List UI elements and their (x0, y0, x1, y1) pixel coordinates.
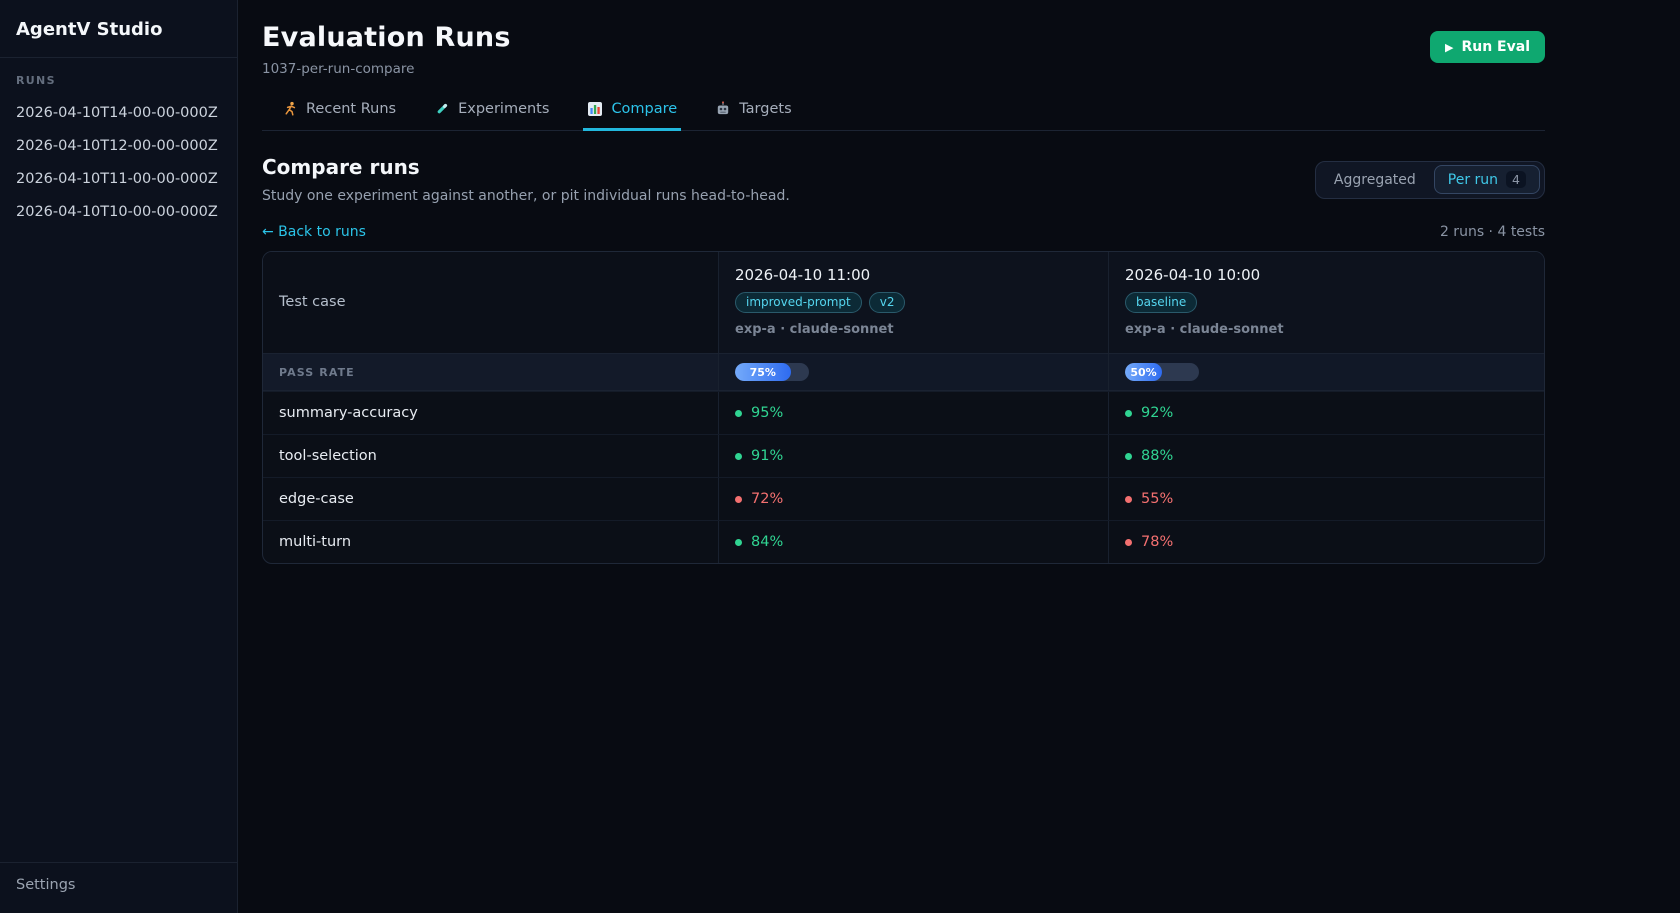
table-header-row: Test case 2026-04-10 11:00 improved-prom… (263, 252, 1544, 353)
run-timestamp: 2026-04-10 10:00 (1125, 266, 1261, 284)
sidebar-run-item[interactable]: 2026-04-10T12-00-00-000Z (16, 138, 218, 154)
run-eval-button[interactable]: ▶ Run Eval (1430, 31, 1545, 63)
sidebar-run-item[interactable]: 2026-04-10T14-00-00-000Z (16, 105, 218, 121)
compare-table: Test case 2026-04-10 11:00 improved-prom… (262, 251, 1545, 564)
per-run-toggle-button[interactable]: Per run 4 (1433, 165, 1540, 194)
sidebar-footer: Settings (0, 862, 237, 913)
table-row: summary-accuracy 95% 92% (263, 391, 1544, 434)
tab-label: Recent Runs (306, 101, 397, 117)
test-case-name: tool-selection (279, 448, 377, 464)
result-value: 55% (1141, 491, 1174, 507)
run-eval-label: Run Eval (1461, 39, 1530, 55)
result-value: 72% (751, 491, 784, 507)
pass-rate-bar: 50% (1125, 363, 1199, 381)
result-value: 78% (1141, 534, 1174, 550)
run-badge: improved-prompt (735, 292, 862, 313)
run-column-header: 2026-04-10 11:00 improved-prompt v2 exp-… (718, 252, 1108, 353)
result-cell: 55% (1108, 478, 1544, 520)
tab-bar: Recent Runs Experiments (262, 101, 1545, 131)
settings-link[interactable]: Settings (16, 877, 76, 893)
run-badge: baseline (1125, 292, 1198, 313)
meta-row: ← Back to runs 2 runs · 4 tests (262, 224, 1545, 240)
runs-section-label: RUNS (16, 74, 56, 87)
status-dot (735, 452, 742, 460)
tab-compare[interactable]: Compare (583, 101, 681, 131)
app-title: AgentV Studio (0, 0, 237, 58)
run-meta: exp-a · claude-sonnet (1125, 322, 1284, 337)
pass-rate-bar: 75% (735, 363, 809, 381)
tab-recent-runs[interactable]: Recent Runs (282, 101, 396, 130)
run-meta: exp-a · claude-sonnet (735, 322, 894, 337)
tab-label: Compare (611, 101, 678, 117)
robot-icon (715, 101, 731, 117)
page-header: Evaluation Runs 1037-per-run-compare ▶ R… (262, 22, 1545, 77)
sidebar-run-item[interactable]: 2026-04-10T10-00-00-000Z (16, 204, 218, 220)
sidebar-run-item[interactable]: 2026-04-10T11-00-00-000Z (16, 171, 218, 187)
tab-targets[interactable]: Targets (715, 101, 792, 130)
run-timestamp: 2026-04-10 11:00 (735, 266, 871, 284)
result-cell: 95% (718, 392, 1108, 434)
run-badge: v2 (868, 292, 906, 313)
view-mode-toggle: Aggregated Per run 4 (1314, 160, 1545, 199)
table-row: edge-case 72% 55% (263, 477, 1544, 520)
status-dot (1125, 409, 1132, 417)
pass-rate-row: PASS RATE 75% 50% (263, 353, 1544, 391)
result-cell: 84% (718, 521, 1108, 563)
compare-title: Compare runs (262, 155, 420, 179)
status-dot (735, 538, 742, 546)
status-dot (1125, 538, 1132, 546)
compare-subtitle: Study one experiment against another, or… (262, 188, 790, 204)
per-run-label: Per run (1447, 171, 1499, 188)
back-to-runs-link[interactable]: ← Back to runs (262, 224, 366, 240)
sidebar: AgentV Studio RUNS 2026-04-10T14-00-00-0… (0, 0, 238, 913)
result-value: 95% (751, 405, 784, 421)
result-value: 88% (1141, 448, 1174, 464)
test-tube-icon (434, 101, 450, 117)
test-case-name: edge-case (279, 491, 354, 507)
result-cell: 92% (1108, 392, 1544, 434)
result-cell: 72% (718, 478, 1108, 520)
pass-rate-cell: 50% (1108, 354, 1544, 390)
result-value: 91% (751, 448, 784, 464)
result-cell: 91% (718, 435, 1108, 477)
status-dot (1125, 452, 1132, 460)
result-value: 92% (1141, 405, 1174, 421)
table-row: tool-selection 91% 88% (263, 434, 1544, 477)
main-content: Evaluation Runs 1037-per-run-compare ▶ R… (238, 0, 1680, 913)
status-dot (735, 409, 742, 417)
test-case-name: summary-accuracy (279, 405, 418, 421)
result-cell: 78% (1108, 521, 1544, 563)
pass-rate-bar-fill: 50% (1125, 363, 1162, 381)
result-cell: 88% (1108, 435, 1544, 477)
tab-experiments[interactable]: Experiments (434, 101, 549, 130)
runs-tests-summary: 2 runs · 4 tests (1439, 224, 1545, 240)
page-title: Evaluation Runs (262, 22, 511, 53)
runs-section: RUNS 2026-04-10T14-00-00-000Z 2026-04-10… (0, 58, 237, 253)
tab-label: Targets (739, 101, 792, 117)
pass-rate-label: PASS RATE (279, 365, 355, 379)
status-dot (1125, 495, 1132, 503)
result-value: 84% (751, 534, 784, 550)
compare-header: Compare runs Study one experiment agains… (262, 155, 1545, 204)
play-icon: ▶ (1445, 40, 1454, 54)
table-row: multi-turn 84% 78% (263, 520, 1544, 563)
aggregated-toggle-button[interactable]: Aggregated (1320, 166, 1430, 194)
status-dot (735, 495, 742, 503)
test-case-header: Test case (263, 252, 718, 353)
test-case-name: multi-turn (279, 534, 352, 550)
run-column-header: 2026-04-10 10:00 baseline exp-a · claude… (1108, 252, 1544, 353)
pass-rate-bar-fill: 75% (735, 363, 791, 381)
runner-icon (282, 101, 298, 117)
bar-chart-icon (587, 101, 603, 117)
per-run-count-badge: 4 (1506, 171, 1526, 188)
pass-rate-cell: 75% (718, 354, 1108, 390)
tab-label: Experiments (458, 101, 550, 117)
page-subtitle: 1037-per-run-compare (262, 61, 415, 77)
